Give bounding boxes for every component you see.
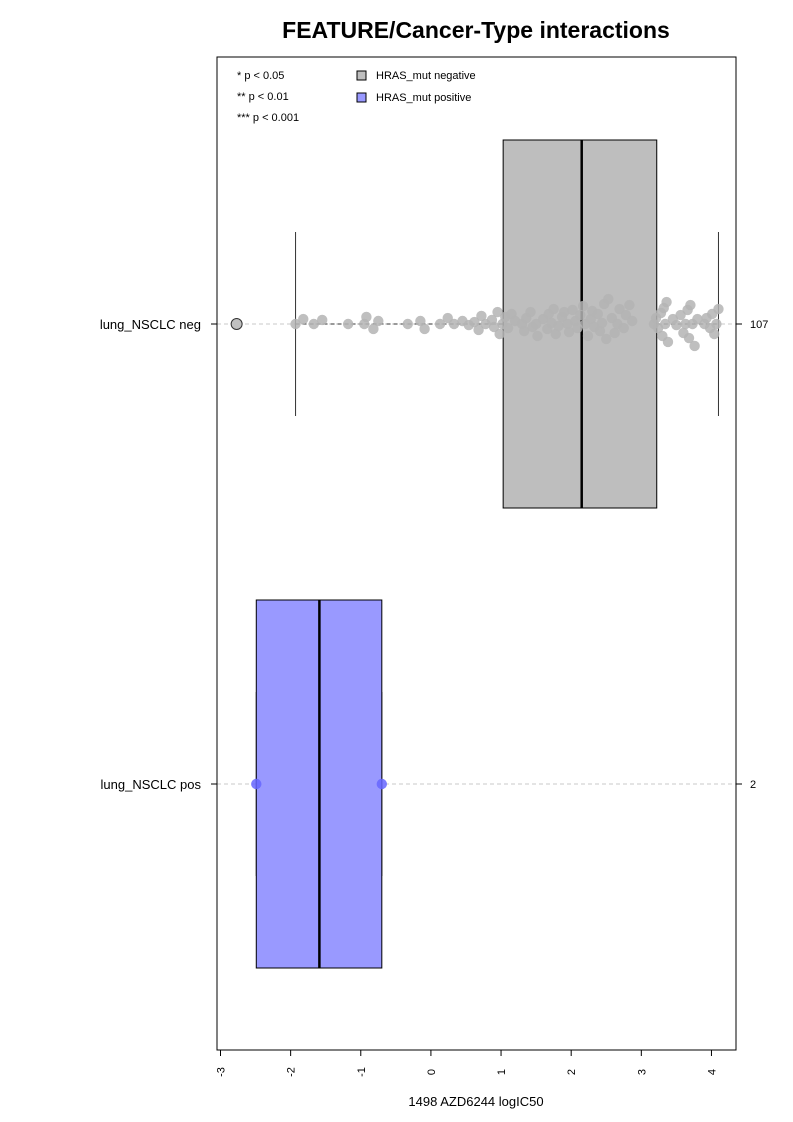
count-label: 2 — [750, 779, 756, 791]
data-point — [476, 310, 487, 322]
x-axis: -3 -2 -1 0 1 2 3 4 — [216, 1049, 718, 1077]
data-point — [368, 323, 379, 335]
legend-label: HRAS_mut positive — [376, 92, 471, 104]
data-point — [689, 340, 700, 352]
data-point — [603, 293, 614, 305]
data-point — [550, 328, 561, 340]
x-tick-label: -2 — [286, 1067, 298, 1077]
data-point — [575, 309, 586, 321]
significance-legend: * p < 0.05 ** p < 0.01 *** p < 0.001 — [237, 70, 299, 124]
data-point — [618, 322, 629, 334]
data-point — [469, 316, 480, 328]
data-point — [627, 315, 638, 327]
legend-swatch — [356, 92, 367, 103]
data-point — [415, 315, 426, 327]
data-point — [601, 333, 612, 345]
data-point — [572, 322, 583, 334]
data-point — [525, 306, 536, 318]
data-point — [609, 327, 620, 339]
points — [230, 293, 724, 790]
data-point — [662, 336, 674, 348]
data-point — [532, 330, 543, 342]
data-point — [488, 321, 500, 333]
data-point — [494, 328, 505, 340]
data-point — [290, 318, 301, 330]
data-point — [685, 299, 696, 311]
data-point — [518, 325, 530, 337]
data-point — [434, 318, 446, 330]
data-point — [713, 303, 724, 315]
y-tick-label: lung_NSCLC neg — [100, 317, 201, 332]
data-point — [419, 323, 430, 335]
outlier-point — [230, 318, 243, 330]
data-point — [502, 322, 514, 334]
data-point — [582, 330, 594, 342]
y-tick-label: lung_NSCLC pos — [101, 777, 202, 792]
right-axis: 107 2 — [736, 319, 768, 791]
data-point — [671, 319, 682, 331]
data-point — [659, 318, 671, 330]
data-point — [373, 315, 384, 327]
data-point — [317, 314, 328, 326]
data-point — [402, 318, 413, 330]
x-tick-label: 0 — [426, 1069, 438, 1075]
data-point — [711, 318, 722, 330]
x-tick-label: -3 — [216, 1067, 228, 1077]
data-point — [577, 300, 589, 312]
data-point — [567, 304, 578, 316]
x-axis-label: 1498 AZD6244 logIC50 — [408, 1094, 543, 1109]
count-label: 107 — [750, 319, 768, 331]
boxes — [255, 139, 719, 969]
data-point — [596, 317, 608, 329]
data-point — [361, 311, 372, 323]
data-point — [709, 328, 720, 340]
data-point — [661, 296, 672, 308]
data-point — [553, 320, 564, 332]
significance-legend-entry: ** p < 0.01 — [237, 91, 289, 103]
x-tick-label: 1 — [496, 1069, 508, 1075]
data-point — [342, 318, 354, 330]
y-axis: lung_NSCLC neg lung_NSCLC pos — [100, 317, 217, 792]
data-point — [592, 308, 604, 320]
data-point — [558, 306, 570, 318]
data-point — [683, 332, 695, 344]
legend-swatch — [356, 70, 367, 81]
legend-label: HRAS_mut negative — [376, 70, 476, 82]
x-tick-label: 3 — [636, 1069, 648, 1075]
data-point — [308, 318, 319, 330]
data-point — [548, 303, 559, 315]
data-point — [624, 299, 635, 311]
data-point — [376, 778, 388, 790]
data-point — [473, 324, 484, 336]
color-legend: HRAS_mut negative HRAS_mut positive — [356, 70, 476, 104]
x-tick-label: -1 — [356, 1067, 368, 1077]
x-tick-label: 4 — [706, 1069, 718, 1075]
significance-legend-entry: * p < 0.05 — [237, 70, 284, 82]
significance-legend-entry: *** p < 0.001 — [237, 112, 299, 124]
data-point — [563, 326, 575, 338]
data-point — [594, 325, 606, 337]
data-point — [298, 313, 309, 325]
data-point — [492, 306, 503, 318]
x-tick-label: 2 — [566, 1069, 578, 1075]
data-point — [448, 318, 460, 330]
chart-title: FEATURE/Cancer-Type interactions — [282, 17, 670, 43]
data-point — [251, 778, 262, 790]
